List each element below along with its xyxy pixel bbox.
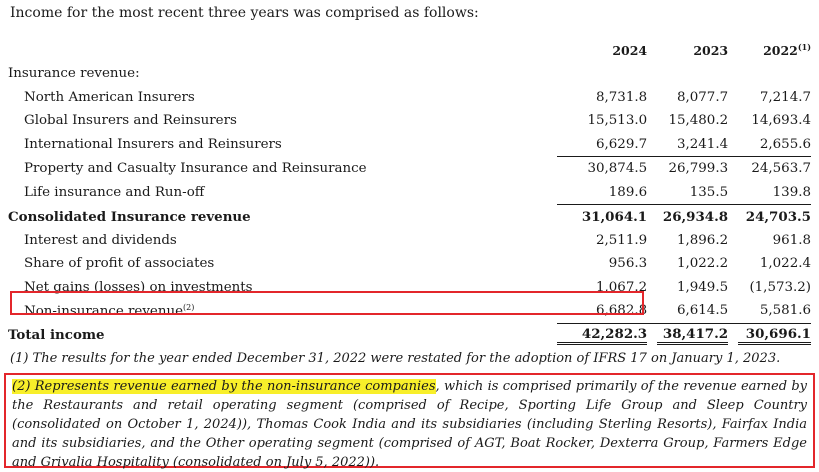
footnote-2-box: (2) Represents revenue earned by the non… — [4, 373, 815, 470]
cell-2023: 8,077.7 — [676, 89, 729, 105]
row-label: Global Insurers and Reinsurers — [24, 113, 237, 129]
cell-2022: 961.8 — [772, 232, 811, 248]
cell-2023: 26,934.8 — [662, 208, 729, 225]
cell-2023: 26,799.3 — [668, 161, 729, 177]
cell-2023: 135.5 — [647, 180, 729, 205]
cell-2023: 3,241.4 — [647, 132, 729, 157]
cell-2022: 139.8 — [728, 180, 811, 205]
cell-2022: 14,693.4 — [751, 113, 811, 129]
table-row: Share of profit of associates 956.3 1,02… — [8, 252, 811, 276]
footnote-1: (1) The results for the year ended Decem… — [10, 351, 781, 366]
cell-2023: 1,022.2 — [676, 256, 729, 272]
non-insurance-highlight-box — [10, 291, 644, 315]
cell-2023: 15,480.2 — [668, 113, 729, 129]
footnote-2-highlight: (2) Represents revenue earned by the non… — [12, 379, 436, 394]
table-row: International Insurers and Reinsurers 6,… — [8, 132, 811, 157]
cell-2024: 189.6 — [556, 180, 648, 205]
header-row: 2024 2023 2022(1) — [8, 34, 811, 62]
cell-2023: 38,417.2 — [656, 326, 729, 345]
table-row: Property and Casualty Insurance and Rein… — [8, 157, 811, 181]
cell-2023: 1,896.2 — [676, 232, 729, 248]
cell-2024: 31,064.1 — [581, 208, 648, 225]
table-row: Consolidated Insurance revenue 31,064.1 … — [8, 205, 811, 229]
cell-2024: 2,511.9 — [596, 232, 648, 248]
table-row: North American Insurers 8,731.8 8,077.7 … — [8, 86, 811, 110]
col-note-marker: (1) — [797, 42, 811, 52]
row-label: Consolidated Insurance revenue — [8, 208, 251, 225]
footnote-2-text: , which is comprised primarily of the re… — [12, 379, 807, 470]
section-heading: Insurance revenue: — [8, 66, 140, 82]
col-2023: 2023 — [693, 42, 729, 58]
income-table: 2024 2023 2022(1) Insurance revenue: Nor… — [8, 34, 811, 347]
intro-text: Income for the most recent three years w… — [10, 5, 479, 21]
row-label: Share of profit of associates — [24, 256, 215, 272]
cell-2022: 5,581.6 — [728, 299, 811, 324]
section-heading-row: Insurance revenue: — [8, 62, 811, 86]
footnote-marker: (2) — [183, 303, 195, 312]
cell-2022: 1,022.4 — [759, 256, 811, 272]
cell-2022: 30,696.1 — [738, 326, 811, 345]
table-row: Global Insurers and Reinsurers 15,513.0 … — [8, 109, 811, 133]
row-label: Property and Casualty Insurance and Rein… — [24, 161, 367, 176]
cell-2022: (1,573.2) — [749, 279, 811, 295]
cell-2023: 6,614.5 — [647, 299, 729, 324]
row-label: Life insurance and Run-off — [24, 185, 205, 200]
cell-2024: 42,282.3 — [556, 326, 648, 345]
cell-2024: 30,874.5 — [587, 161, 648, 177]
cell-2024: 6,629.7 — [556, 132, 648, 157]
cell-2022: 24,563.7 — [751, 161, 811, 177]
cell-2023: 1,949.5 — [676, 279, 729, 295]
col-2022: 2022(1) — [763, 42, 811, 58]
cell-2024: 15,513.0 — [587, 113, 648, 129]
cell-2024: 956.3 — [608, 256, 648, 272]
table-row-non-insurance: Non-insurance revenue(2) 6,682.8 6,614.5… — [8, 299, 811, 324]
cell-2022: 24,703.5 — [745, 208, 811, 225]
row-label: Total income — [8, 327, 105, 343]
row-label: North American Insurers — [24, 89, 195, 105]
row-label: International Insurers and Reinsurers — [24, 137, 282, 152]
table-row: Interest and dividends 2,511.9 1,896.2 9… — [8, 229, 811, 253]
cell-2024: 8,731.8 — [596, 89, 648, 105]
cell-2022: 7,214.7 — [759, 89, 811, 105]
cell-2022: 2,655.6 — [728, 132, 811, 157]
row-label: Non-insurance revenue(2) — [24, 303, 195, 319]
col-2024: 2024 — [612, 42, 648, 58]
row-label: Interest and dividends — [24, 232, 177, 248]
table-row-total: Total income 42,282.3 38,417.2 30,696.1 — [8, 323, 811, 347]
table-row: Life insurance and Run-off 189.6 135.5 1… — [8, 180, 811, 205]
